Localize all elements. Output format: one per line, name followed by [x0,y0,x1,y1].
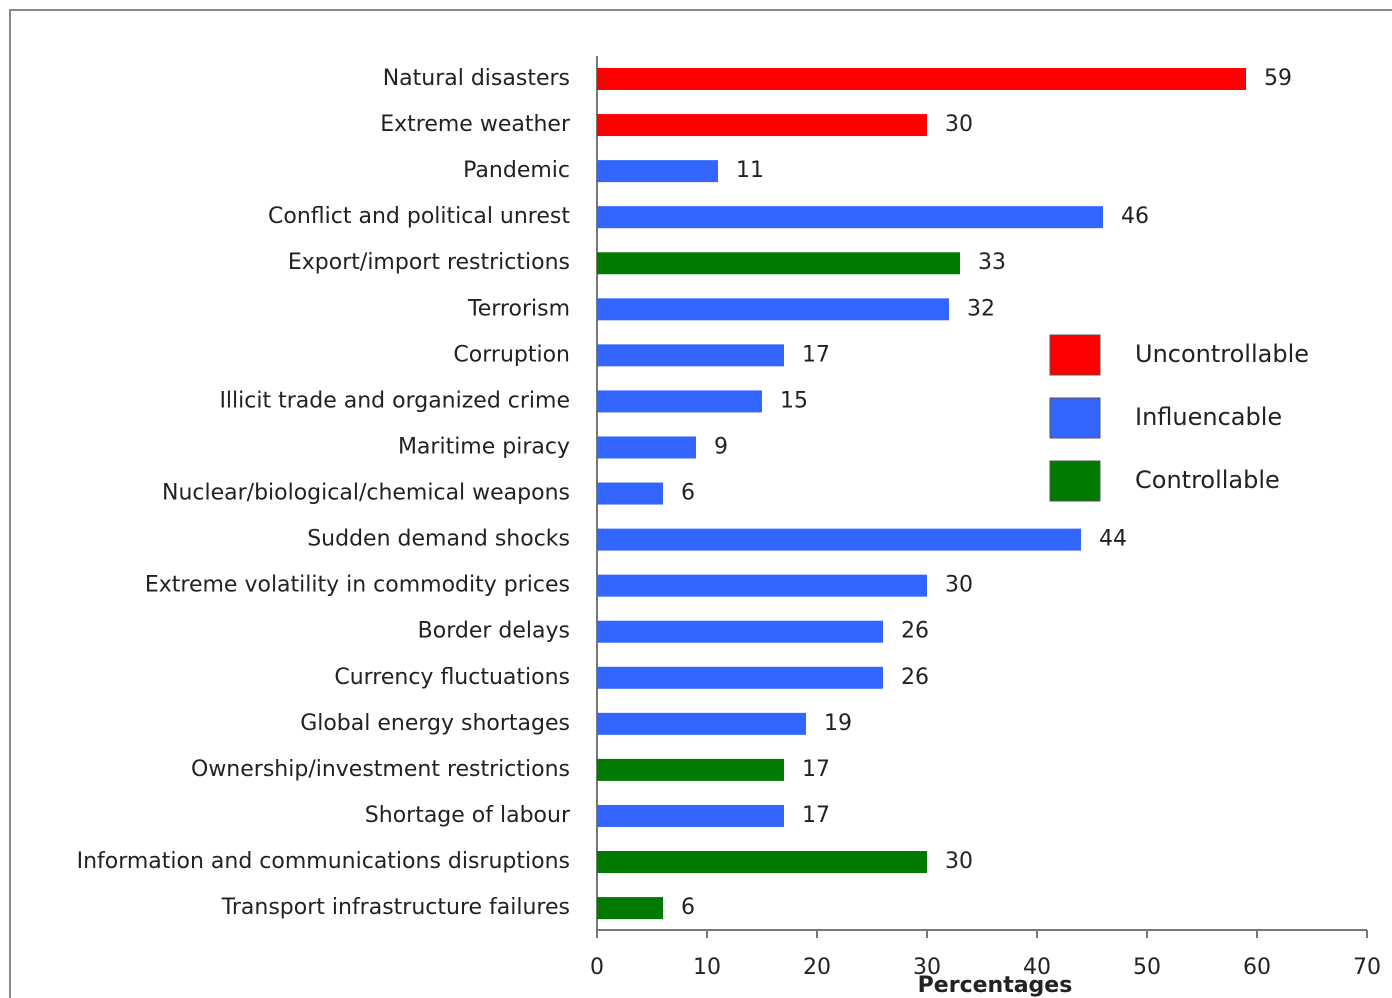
bar [597,528,1081,551]
value-label: 33 [978,250,1006,275]
legend-label: Influencable [1135,403,1282,431]
y-tick-label: Extreme weather [380,112,571,137]
x-tick-label: 40 [1023,955,1051,980]
y-tick-label: Nuclear/biological/chemical weapons [162,481,570,506]
x-tick-label: 30 [913,955,941,980]
value-label: 15 [780,388,808,413]
bar [597,574,927,597]
bar [597,804,784,827]
value-label: 26 [901,619,929,644]
bar [597,390,762,413]
bar [597,114,927,137]
value-label: 26 [901,665,929,690]
value-label: 17 [802,342,830,367]
value-label: 46 [1121,204,1149,229]
legend-swatch [1049,334,1101,376]
value-label: 30 [945,573,973,598]
y-tick-label: Transport infrastructure failures [221,895,570,920]
legend-label: Controllable [1135,466,1280,494]
value-label: 44 [1099,527,1127,552]
y-tick-label: Pandemic [463,158,570,183]
bar [597,897,663,920]
y-tick-label: Conflict and political unrest [268,204,570,229]
value-label: 32 [967,296,995,321]
value-label: 6 [681,895,695,920]
y-tick-label: Maritime piracy [398,434,570,459]
value-label: 6 [681,481,695,506]
bar [597,298,949,321]
bar [597,712,806,735]
bar [597,666,883,689]
y-tick-label: Ownership/investment restrictions [191,757,570,782]
bar [597,160,718,183]
bar [597,206,1103,229]
y-tick-label: Export/import restrictions [288,250,570,275]
x-tick-label: 20 [803,955,831,980]
y-tick-label: Currency fluctuations [334,665,570,690]
y-tick-label: Information and communications disruptio… [77,849,570,874]
legend-swatch [1049,460,1101,502]
value-label: 9 [714,434,728,459]
bar [597,344,784,367]
y-tick-label: Natural disasters [383,66,570,91]
legend-swatch [1049,397,1101,439]
y-tick-label: Shortage of labour [365,803,571,828]
value-label: 30 [945,112,973,137]
bar [597,758,784,781]
value-label: 11 [736,158,764,183]
y-tick-label: Terrorism [467,296,570,321]
value-label: 19 [824,711,852,736]
y-tick-label: Illicit trade and organized crime [219,388,570,413]
x-tick-label: 50 [1133,955,1161,980]
x-tick-label: 10 [693,955,721,980]
x-tick-label: 0 [590,955,604,980]
bar [597,436,696,459]
x-axis-label: Percentages [918,973,1073,998]
y-tick-label: Sudden demand shocks [307,527,570,552]
y-tick-label: Extreme volatility in commodity prices [145,573,570,598]
bar [597,620,883,643]
y-tick-label: Corruption [453,342,570,367]
y-tick-label: Border delays [418,619,570,644]
x-tick-label: 60 [1243,955,1271,980]
value-label: 17 [802,757,830,782]
x-tick-label: 70 [1353,955,1381,980]
value-label: 30 [945,849,973,874]
y-tick-label: Global energy shortages [300,711,570,736]
bar [597,851,927,874]
bar [597,482,663,505]
bar [597,252,960,275]
legend-label: Uncontrollable [1135,340,1309,368]
value-label: 17 [802,803,830,828]
bar [597,68,1246,90]
value-label: 59 [1264,66,1292,91]
